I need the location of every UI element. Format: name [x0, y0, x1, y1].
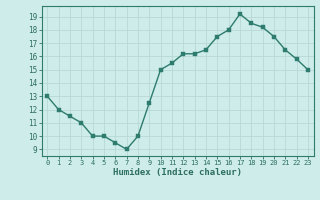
X-axis label: Humidex (Indice chaleur): Humidex (Indice chaleur)	[113, 168, 242, 177]
